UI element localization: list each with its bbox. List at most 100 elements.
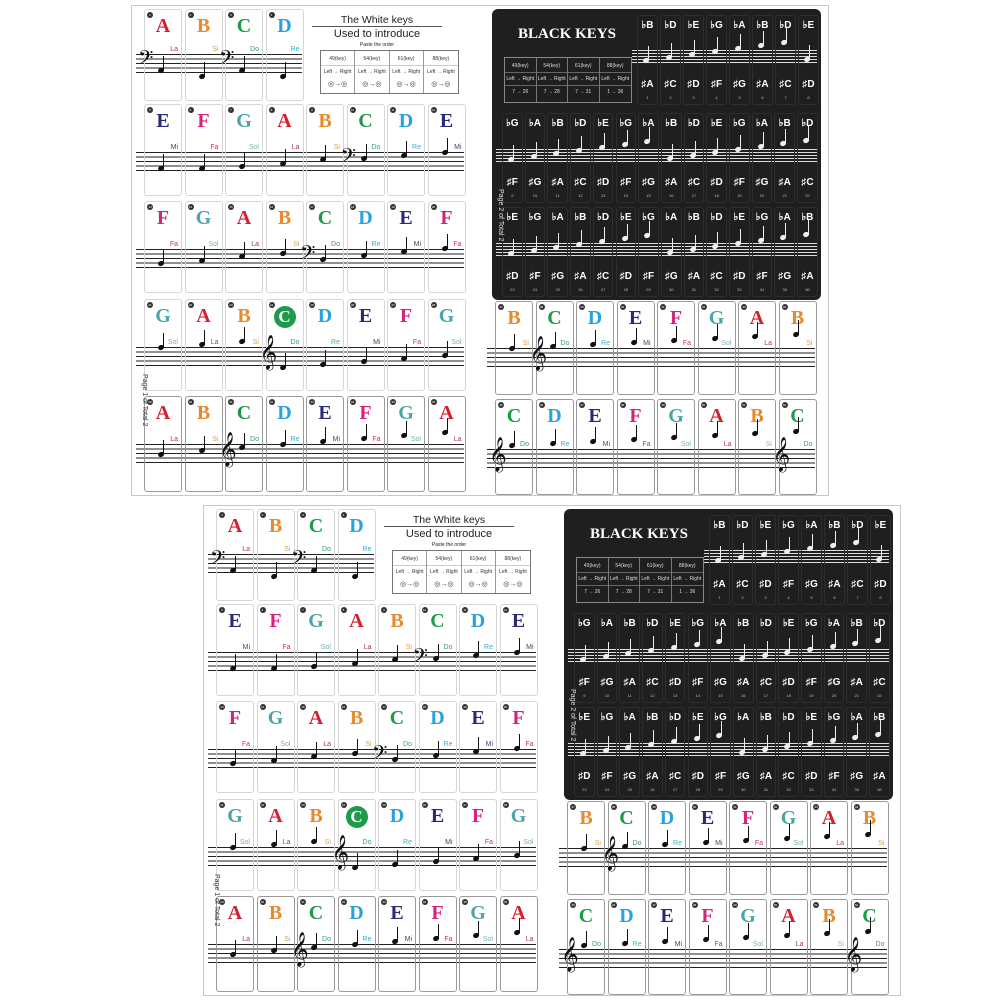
solfege-label: Fa [412, 339, 421, 346]
note-stem [437, 847, 439, 861]
note-stem [789, 732, 791, 746]
key-number-badge: 27 [390, 302, 396, 308]
solfege-label: Sol [167, 339, 178, 346]
note-stem [721, 627, 723, 641]
solfege-label: Sol [208, 241, 219, 248]
white-key-sticker: 24 C Do [337, 799, 376, 891]
black-staff-lines [632, 50, 817, 63]
key-count: 88(key) [495, 553, 530, 566]
sharp-label: ♯D [733, 271, 746, 282]
sharp-label: ♯D [619, 271, 632, 282]
note-stem [649, 127, 651, 141]
white-key-sticker: 10 C Do [418, 604, 457, 696]
sharp-label: ♯A [574, 271, 587, 282]
sharp-label: ♯F [733, 177, 745, 188]
white-key-sticker: 47 E Mi [576, 399, 614, 495]
white-key-sticker: 42 G Sol [769, 801, 808, 895]
key-letter: D [389, 805, 405, 827]
key-count: 54(key) [427, 553, 461, 566]
key-letter: A [709, 405, 724, 427]
key-letter: G [438, 305, 455, 327]
note-stem [446, 234, 448, 248]
white-key-sticker: 9 B Si [378, 604, 416, 696]
key-letter: G [267, 707, 284, 729]
note-stem [595, 330, 596, 344]
solfege-label: La [453, 436, 462, 443]
black-key-sticker: ♭G ♯F 14 [615, 113, 637, 203]
note-stem [235, 940, 236, 954]
staff-lines [208, 847, 536, 866]
white-key-sticker: 17 C Do [378, 701, 416, 793]
black-key-sticker: ♭A ♯G 5 [729, 15, 750, 105]
note-stem [284, 62, 286, 76]
key-letter: B [862, 807, 877, 829]
note-stem [437, 924, 439, 938]
flat-label: ♭A [778, 212, 791, 223]
key-number-badge: 7 [300, 607, 306, 613]
table-column: 49(key) Left → Right 7 → 26 [505, 58, 537, 102]
key-number-badge: 25 [309, 302, 315, 308]
note-stem [676, 423, 677, 437]
white-key-sticker: 39 D Re [648, 801, 686, 895]
white-key-sticker: 19 E Mi [387, 201, 425, 293]
flat-label: ♭D [779, 20, 792, 31]
order-icon: ◎→◎ [434, 581, 454, 588]
order-icon: ◎→◎ [431, 81, 451, 88]
white-key-sticker: 17 C Do [306, 201, 344, 293]
sharp-label: ♯F [601, 771, 613, 782]
note-stem [626, 130, 628, 144]
flat-label: ♭B [756, 20, 769, 31]
key-number-badge: 8 [340, 607, 347, 613]
solfege-label: Si [405, 644, 412, 651]
solfege-label: Re [331, 339, 340, 346]
sharp-label: ♯G [551, 271, 565, 282]
note-stem [514, 431, 515, 445]
white-key-sticker: 3 C Do [297, 509, 335, 601]
solfege-label: Do [290, 339, 300, 346]
flat-label: ♭B [778, 118, 791, 129]
note-stem [478, 737, 479, 751]
note-stem [757, 322, 758, 336]
key-letter: B [196, 15, 211, 37]
staff-lines [559, 949, 887, 968]
key-number-badge: 30 [187, 399, 194, 405]
key-number: 22 [877, 693, 882, 698]
white-key-sticker: 44 B Si [778, 301, 817, 395]
note-stem [356, 739, 358, 753]
key-number: 4 [787, 595, 790, 600]
key-number-badge: 3 [228, 12, 234, 18]
flat-label: ♭E [597, 118, 609, 129]
key-number: 6 [761, 95, 764, 100]
flat-label: ♭D [851, 520, 864, 531]
key-count: 49(key) [321, 53, 355, 66]
solfege-label: Fa [682, 340, 691, 347]
sharp-label: ♯C [782, 771, 795, 782]
key-number: 19 [809, 693, 814, 698]
key-letter: B [579, 807, 593, 829]
note-stem [586, 834, 587, 848]
table-column: 49(key) Left → Right ◎→◎ [393, 551, 428, 593]
note-stem [244, 433, 245, 447]
flat-label: ♭G [691, 618, 705, 629]
sharp-label: ♯D [874, 579, 887, 590]
table-column: 88(key) Left → Right 1 → 36 [671, 558, 703, 602]
note-stem [581, 136, 583, 150]
black-keys-title: BLACK KEYS [518, 26, 616, 42]
white-key-sticker: 40 E Mi [688, 801, 727, 895]
note-stem [558, 233, 560, 247]
solfege-label: La [363, 644, 372, 651]
key-number: 21 [854, 693, 859, 698]
solfege-label: Mi [445, 839, 453, 846]
solfege-label: Mi [332, 436, 340, 443]
direction: Left → Right [357, 69, 386, 75]
note-stem [671, 238, 673, 252]
staff-lines [487, 348, 815, 367]
solfege-label: Fa [525, 741, 534, 748]
note-stem [834, 632, 836, 646]
note-stem [356, 853, 358, 867]
key-number-badge: 42 [700, 304, 707, 310]
flat-label: ♭A [551, 212, 564, 223]
black-key-sticker: ♭E ♯D 8 [870, 515, 891, 605]
note-stem [717, 232, 719, 246]
solfege-label: Si [765, 441, 772, 448]
